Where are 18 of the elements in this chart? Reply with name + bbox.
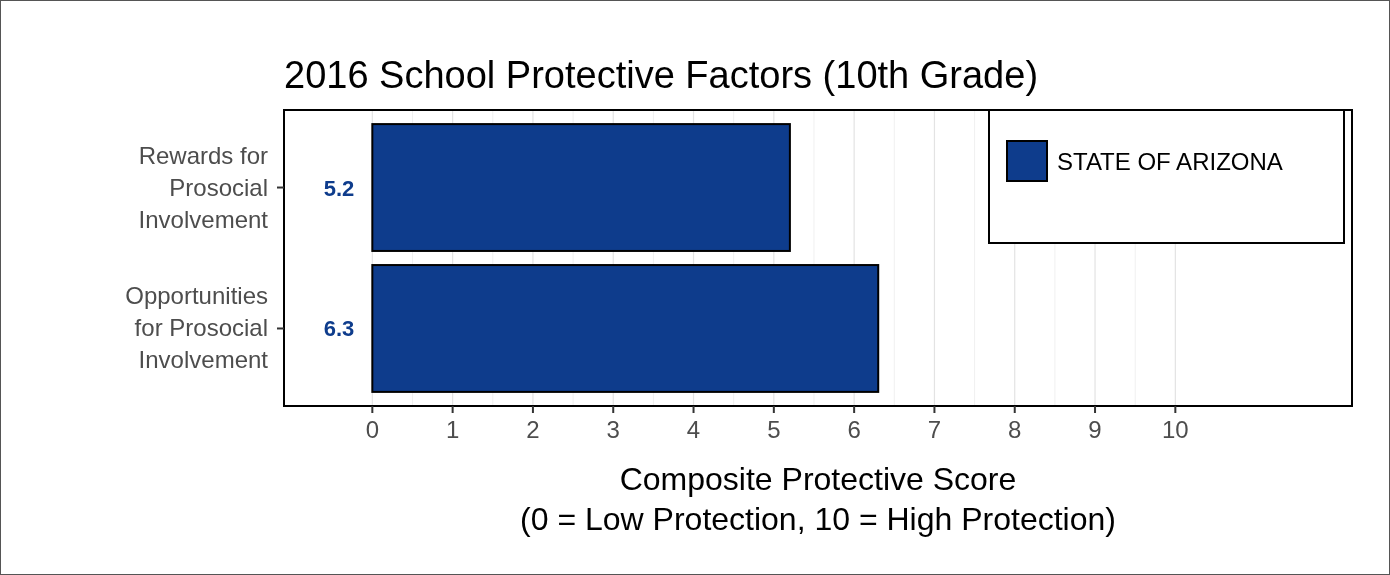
x-tick-label: 7: [927, 416, 942, 443]
chart-title: 2016 School Protective Factors (10th Grade): [284, 54, 1039, 96]
data-label: 6.3: [323, 316, 355, 342]
x-tick-label: 10: [1161, 416, 1189, 443]
x-tick-label: 3: [606, 416, 620, 443]
x-tick-label: 9: [1088, 416, 1102, 443]
x-tick-label: 5: [767, 416, 781, 443]
x-tick-label: 2: [526, 416, 540, 443]
y-tick-label: Opportunities for Prosocial Involvement: [125, 282, 269, 374]
y-tick-label: Rewards for Prosocial Involvement: [138, 141, 269, 233]
x-axis-title: Composite Protective Score (0 = Low Protection, 10 = High Protection): [520, 461, 1116, 537]
x-tick-label: 4: [686, 416, 701, 443]
x-tick-label: 1: [445, 416, 460, 443]
data-label: 5.2: [323, 175, 355, 201]
x-tick-label: 8: [1008, 416, 1022, 443]
x-tick-label: 0: [365, 416, 380, 443]
legend-label: STATE OF ARIZONA: [1057, 148, 1283, 175]
x-tick-label: 6: [847, 416, 861, 443]
